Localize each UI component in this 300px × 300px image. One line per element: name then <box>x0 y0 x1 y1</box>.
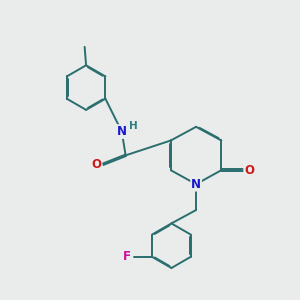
Text: N: N <box>191 178 201 191</box>
Text: H: H <box>129 121 137 131</box>
Text: N: N <box>117 125 127 138</box>
Text: F: F <box>123 250 131 263</box>
Text: O: O <box>244 164 254 177</box>
Text: O: O <box>92 158 101 171</box>
